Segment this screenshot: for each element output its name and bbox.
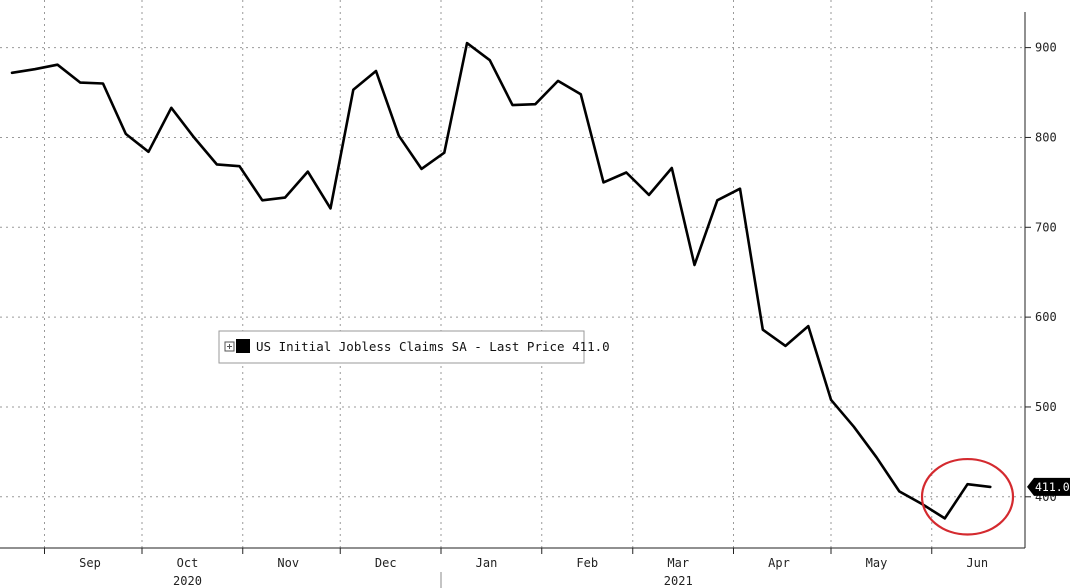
x-tick-label: May [866,556,888,570]
year-label: 2021 [664,574,693,588]
y-tick-label: 500 [1035,400,1057,414]
y-tick-label: 600 [1035,310,1057,324]
legend-label: US Initial Jobless Claims SA - Last Pric… [256,339,610,354]
x-tick-label: Sep [79,556,101,570]
grid-lines [0,0,1025,548]
x-tick-label: Jun [966,556,988,570]
highlight-circle [920,457,1015,536]
last-price-label: 411.0 [1035,480,1070,494]
legend: US Initial Jobless Claims SA - Last Pric… [218,330,610,364]
year-label: 2020 [173,574,202,588]
series-lines [10,41,992,520]
series-line [10,41,992,520]
x-tick-label: Dec [375,556,397,570]
x-tick-label: Oct [177,556,199,570]
x-tick-label: Feb [576,556,598,570]
legend-box [218,330,585,364]
x-tick-label: Mar [667,556,689,570]
y-tick-label: 900 [1035,41,1057,55]
y-tick-label: 800 [1035,130,1057,144]
x-tick-label: Jan [476,556,498,570]
legend-swatch [236,339,250,353]
y-tick-label: 700 [1035,220,1057,234]
last-price-tag-shape [1027,477,1070,496]
annotations [920,457,1015,536]
last-price-tag: 411.0 [1027,477,1070,496]
x-tick-label: Apr [768,556,790,570]
x-tick-label: Nov [277,556,299,570]
